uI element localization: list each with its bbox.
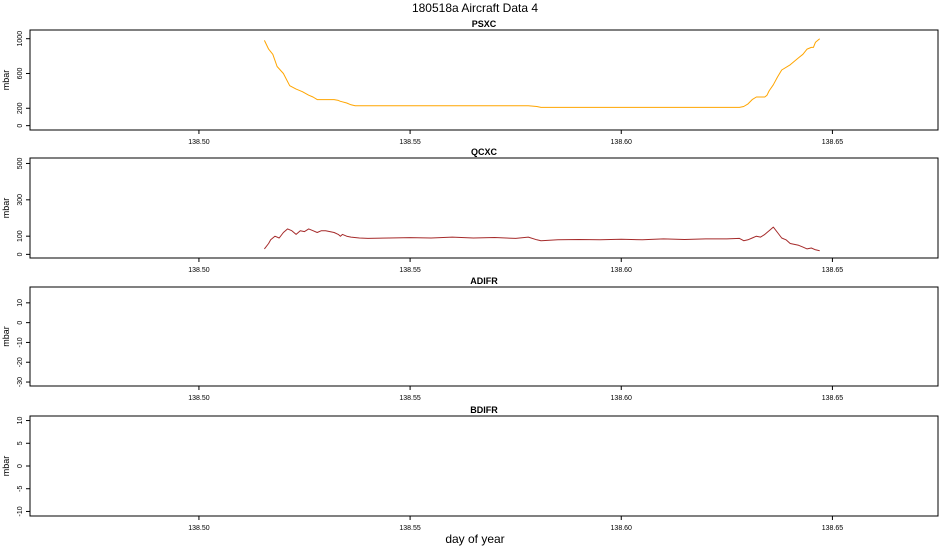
figure-title: 180518a Aircraft Data 4 bbox=[412, 1, 538, 15]
x-tick-label: 138.60 bbox=[611, 525, 633, 532]
x-axis-label: day of year bbox=[445, 532, 504, 546]
x-tick-label: 138.50 bbox=[188, 139, 210, 146]
plot-frame bbox=[29, 415, 939, 517]
panel-title: QCXC bbox=[471, 147, 498, 157]
y-axis-label: mbar bbox=[1, 70, 11, 91]
plot-frame bbox=[29, 286, 939, 387]
y-tick-label: 0 bbox=[17, 321, 24, 325]
x-tick-label: 138.50 bbox=[188, 267, 210, 274]
panel-adifr: ADIFR mbar 138.50 138.55 138.60 138.65 -30 -20 -… bbox=[1, 276, 939, 402]
x-tick-label: 138.60 bbox=[611, 395, 633, 402]
x-tick-label: 138.65 bbox=[822, 395, 844, 402]
y-tick-label: 500 bbox=[17, 158, 24, 170]
x-tick-label: 138.55 bbox=[399, 525, 421, 532]
y-tick-label: 5 bbox=[17, 441, 24, 445]
y-axis-label: mbar bbox=[1, 198, 11, 219]
plot-frame bbox=[29, 29, 939, 131]
y-tick-label: 0 bbox=[17, 464, 24, 468]
plot-frame bbox=[29, 157, 939, 259]
y-tick-label: -5 bbox=[17, 486, 24, 492]
y-tick-label: -20 bbox=[17, 357, 24, 367]
x-tick-label: 138.50 bbox=[188, 395, 210, 402]
y-tick-label: 600 bbox=[17, 68, 24, 80]
x-tick-label: 138.55 bbox=[399, 267, 421, 274]
y-tick-label: -10 bbox=[17, 506, 24, 516]
x-tick-label: 138.50 bbox=[188, 525, 210, 532]
y-tick-label: -10 bbox=[17, 337, 24, 347]
y-axis-label: mbar bbox=[1, 456, 11, 477]
x-tick-label: 138.65 bbox=[822, 139, 844, 146]
x-tick-label: 138.55 bbox=[399, 395, 421, 402]
x-tick-label: 138.60 bbox=[611, 267, 633, 274]
panel-bdifr: BDIFR mbar 138.50 138.55 138.60 138.65 -10 -5 0 5… bbox=[1, 405, 939, 532]
y-tick-label: 100 bbox=[17, 230, 24, 242]
y-tick-label: 200 bbox=[17, 102, 24, 114]
x-tick-label: 138.55 bbox=[399, 139, 421, 146]
panel-title: ADIFR bbox=[470, 276, 498, 286]
x-tick-label: 138.60 bbox=[611, 139, 633, 146]
y-tick-label: 1000 bbox=[17, 31, 24, 47]
panel-title: PSXC bbox=[472, 19, 497, 29]
y-axis-label: mbar bbox=[1, 326, 11, 347]
y-tick-label: 300 bbox=[17, 194, 24, 206]
x-tick-label: 138.65 bbox=[822, 525, 844, 532]
x-tick-label: 138.65 bbox=[822, 267, 844, 274]
y-tick-label: -30 bbox=[17, 377, 24, 387]
y-tick-label: 10 bbox=[17, 299, 24, 307]
panel-psxc: PSXC mbar 138.50 138.55 138.60 138.65 0 200 600 1… bbox=[1, 19, 939, 146]
series-line-psxc bbox=[263, 38, 821, 108]
panel-qcxc: QCXC mbar 138.50 138.55 138.60 138.65 0 100 300 5… bbox=[1, 147, 939, 274]
series-line-qcxc bbox=[264, 226, 820, 252]
y-tick-label: 0 bbox=[17, 252, 24, 256]
y-tick-label: 0 bbox=[17, 124, 24, 128]
y-tick-label: 10 bbox=[17, 417, 24, 425]
panel-title: BDIFR bbox=[470, 405, 498, 415]
